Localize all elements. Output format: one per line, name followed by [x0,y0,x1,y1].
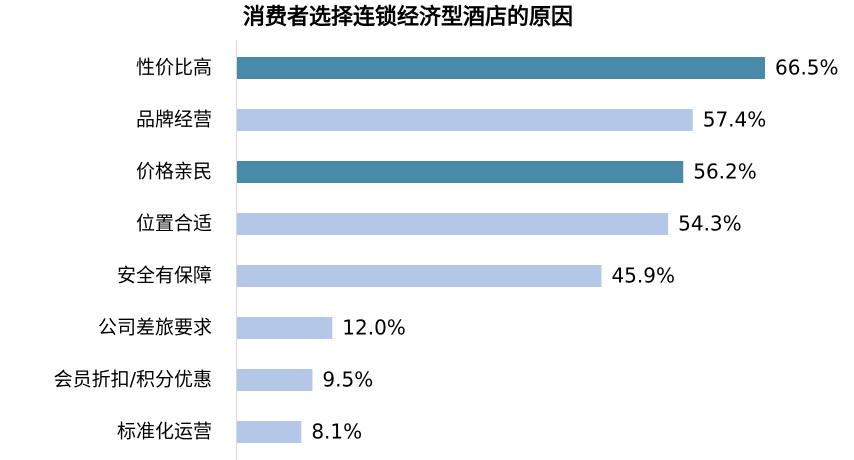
value-label: 56.2% [693,160,757,184]
value-label: 12.0% [342,316,406,340]
category-label: 性价比高 [136,57,212,79]
bar [237,213,669,235]
value-label: 8.1% [311,420,362,444]
bar [237,161,684,183]
bar [237,109,693,131]
bar [237,57,765,79]
category-label: 价格亲民 [136,161,212,183]
category-label: 标准化运营 [117,421,212,443]
category-label: 公司差旅要求 [98,317,212,339]
category-label: 安全有保障 [117,265,212,287]
bar [237,317,333,339]
category-label: 品牌经营 [136,109,212,131]
value-label: 66.5% [775,56,839,80]
value-label: 57.4% [703,108,767,132]
value-label: 54.3% [678,212,742,236]
value-label: 45.9% [611,264,675,288]
value-label: 9.5% [322,368,373,392]
bar [237,421,302,443]
category-label: 位置合适 [136,213,212,235]
bar [237,369,313,391]
bar [237,265,602,287]
category-label: 会员折扣/积分优惠 [54,369,212,391]
chart-title: 消费者选择连锁经济型酒店的原因 [243,4,573,30]
